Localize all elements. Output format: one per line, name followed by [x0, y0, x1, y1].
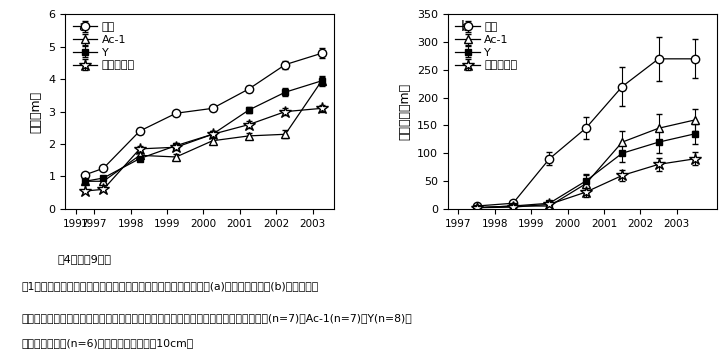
Y-axis label: 総新梢長（m）: 総新梢長（m） [398, 83, 411, 140]
Text: 図1　中間台木を変えた「富有」樹（無せん定・無着果）の樹高(a)および総新梢長(b)の年次変化: 図1 中間台木を変えた「富有」樹（無せん定・無着果）の樹高(a)および総新梢長(… [22, 281, 319, 291]
Legend: 対照, Ac-1, Y, ラオヤーシ: 対照, Ac-1, Y, ラオヤーシ [453, 20, 520, 73]
Y-axis label: 樹高（m）: 樹高（m） [30, 90, 43, 133]
Text: ラオヤーシ(n=6)。中間台木の長さは10cm。: ラオヤーシ(n=6)。中間台木の長さは10cm。 [22, 338, 194, 348]
Text: （4月）（9月）: （4月）（9月） [58, 254, 112, 264]
Text: a: a [79, 20, 88, 34]
Legend: 対照, Ac-1, Y, ラオヤーシ: 対照, Ac-1, Y, ラオヤーシ [71, 20, 137, 73]
Text: b: b [461, 20, 470, 34]
Text: 穂品種は「富有」、台木は「アオガキ」実生。各中間台木の定植時の反復、対照(n=7)、Ac-1(n=7)、Y(n=8)、: 穂品種は「富有」、台木は「アオガキ」実生。各中間台木の定植時の反復、対照(n=7… [22, 313, 413, 323]
